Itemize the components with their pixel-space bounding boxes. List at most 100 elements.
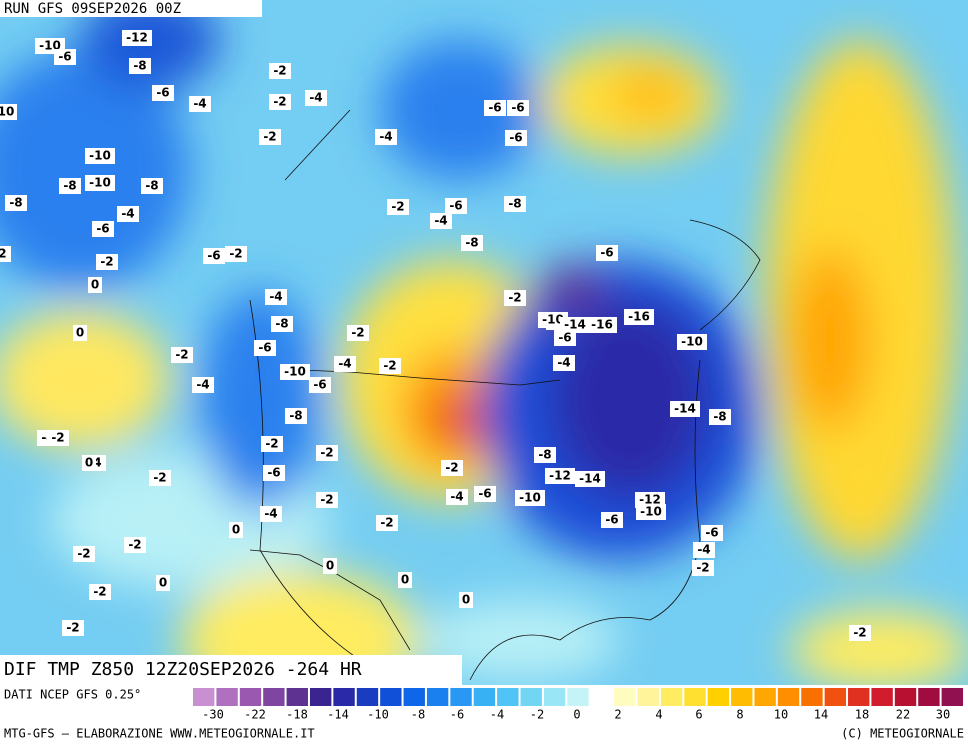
contour-label: -14 [564,318,586,332]
label-box [203,248,225,264]
label-box [636,504,666,520]
legend-swatch [731,688,753,706]
contour-label: -8 [9,196,22,210]
contour-label: -6 [478,487,491,501]
contour-label: -6 [267,466,280,480]
label-box [387,199,409,215]
contour-label: -2 [265,437,278,451]
label-box [96,254,118,270]
label-box [141,178,163,194]
label-box [85,175,115,191]
label-box [59,178,81,194]
label-box [624,309,654,325]
label-box [261,436,283,452]
contour-label: -8 [275,317,288,331]
label-box [459,592,473,608]
label-box [259,129,281,145]
legend-label: 6 [695,708,702,722]
contour-label: -12 [639,493,661,507]
legend-swatch [824,688,847,706]
legend-swatch [473,688,496,706]
legend-swatch [801,688,823,706]
label-box [271,316,293,332]
legend-swatch [520,688,542,706]
label-box [156,575,170,591]
legend-label: -30 [202,708,224,722]
contour-label: -2 [263,130,276,144]
label-box [189,96,211,112]
label-box [192,377,214,393]
contour-label: -2 [380,516,393,530]
contour-label: -6 [558,331,571,345]
contour-label: -10 [542,313,564,327]
label-box [305,90,327,106]
contour-label: -2 [351,326,364,340]
label-box [587,317,617,333]
contour-label: -4 [434,214,447,228]
label-box [62,620,84,636]
legend-swatch [239,688,262,706]
legend-label: 2 [614,708,621,722]
label-box [379,358,401,374]
label-box [73,325,87,341]
label-box [461,235,483,251]
label-box [445,198,467,214]
field-box [0,655,462,685]
contour-label: -2 [853,626,866,640]
label-box [534,447,556,463]
contour-label: -2 [383,359,396,373]
label-box [560,317,590,333]
contour-label: -8 [133,59,146,73]
label-box [47,430,69,446]
legend-label: 30 [936,708,950,722]
label-box [0,246,11,262]
legend-swatch [193,688,215,706]
label-box [225,246,247,262]
label-box [507,100,529,116]
contour-label: -4 [557,356,570,370]
contour-label: 0 [76,326,84,340]
contour-label: 0 [326,559,334,573]
legend-label: -2 [530,708,544,722]
contour-label: 0 [91,278,99,292]
legend-label: -18 [286,708,308,722]
legend-swatch [333,688,355,706]
label-box [709,409,731,425]
contour-label: -6 [156,86,169,100]
label-box [849,625,871,641]
label-box [5,195,27,211]
contour-label: -2 [128,538,141,552]
contour-label: -10 [640,505,662,519]
label-box [670,401,700,417]
contour-label: -6 [600,246,613,260]
legend-label: 14 [814,708,828,722]
label-box [269,63,291,79]
contour-label: -2 [273,95,286,109]
label-box [82,455,96,471]
legend-label: -8 [411,708,425,722]
legend-label: 0 [573,708,580,722]
contour-label: 0 [85,456,93,470]
contour-label: -2 [77,547,90,561]
contour-label: -2 [696,561,709,575]
label-box [554,330,576,346]
contour-label: -14 [674,402,696,416]
contour-label: -6 [509,131,522,145]
label-box [484,100,506,116]
legend-swatch [684,688,706,706]
contour-label: 0 [232,523,240,537]
contour-label: -4 [121,207,134,221]
legend-swatch [848,688,870,706]
contour-label: -12 [549,469,571,483]
label-box [347,325,369,341]
source-label: DATI NCEP GFS 0.25° [4,688,141,702]
legend-swatch [356,688,379,706]
label-box [309,377,331,393]
contour-label: -2 [320,446,333,460]
contour-label: -4 [193,97,206,111]
legend-swatch [590,688,613,706]
label-box [596,245,618,261]
label-box [269,94,291,110]
legend-swatch [871,688,893,706]
legend-label: 18 [855,708,869,722]
